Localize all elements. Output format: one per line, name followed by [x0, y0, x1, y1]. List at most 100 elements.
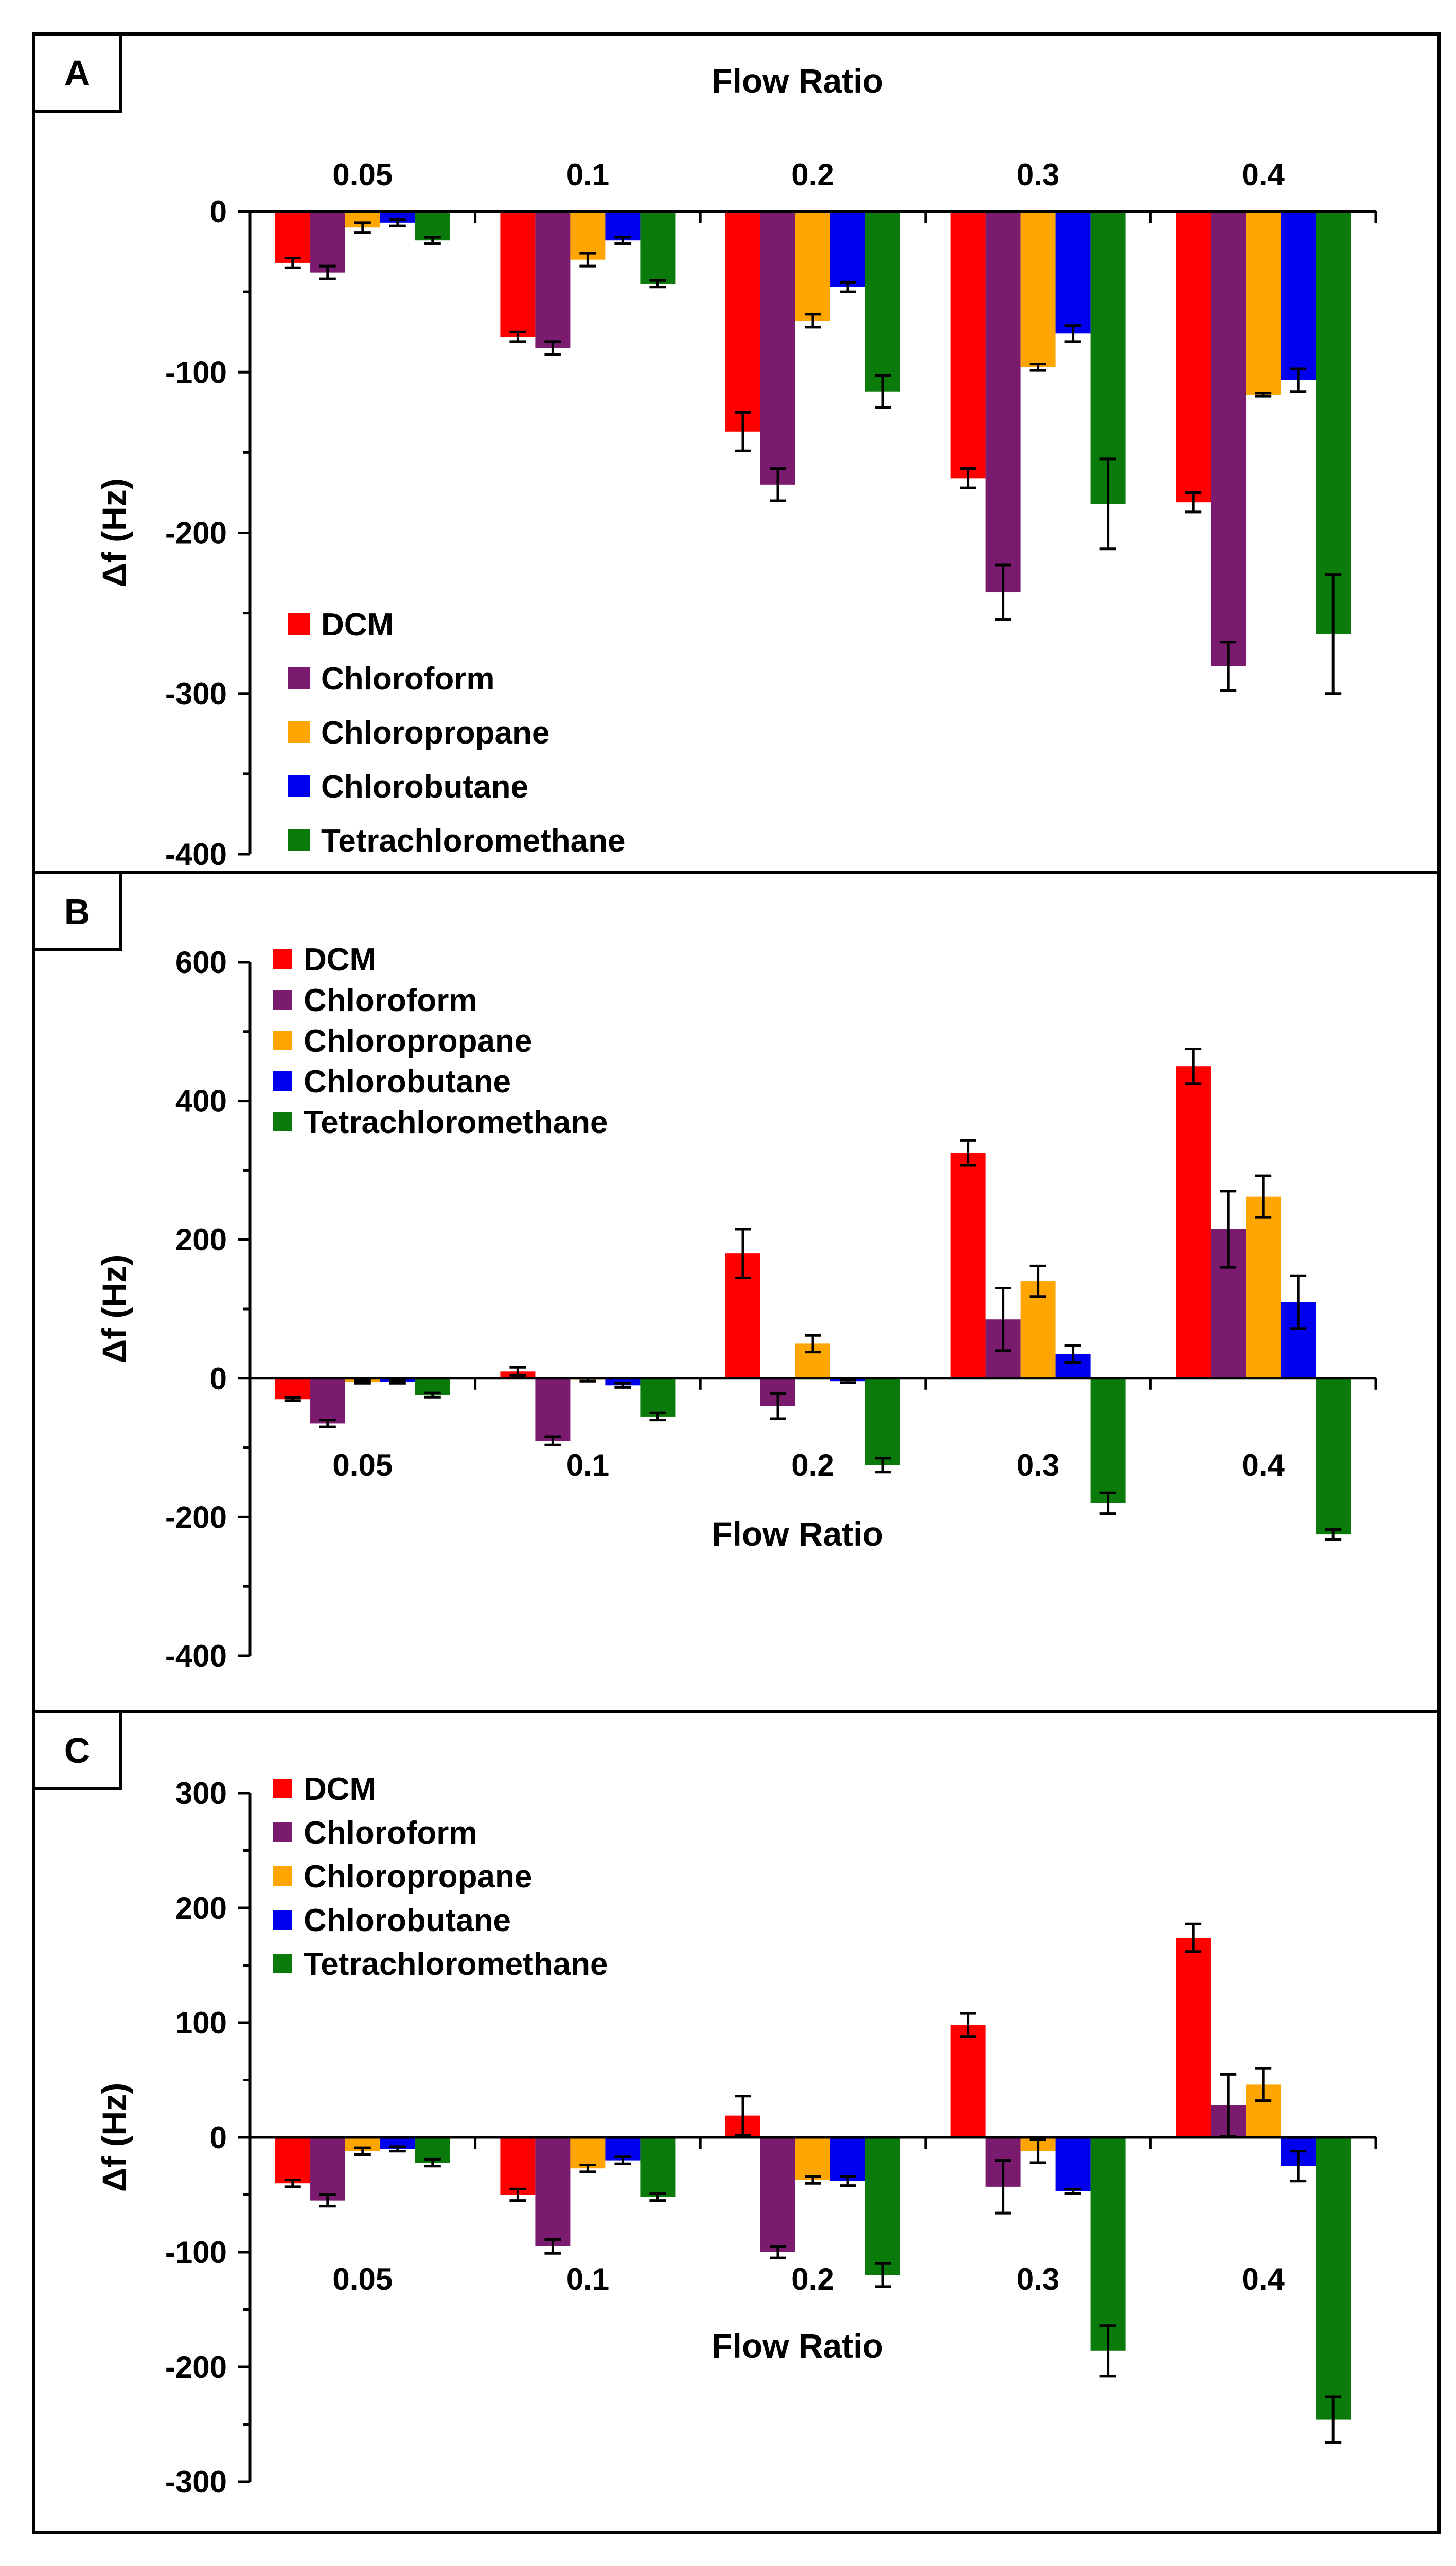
bar: [605, 211, 641, 241]
bar: [1176, 1937, 1211, 2137]
panel-label: A: [64, 53, 91, 93]
x-tick-label: 0.05: [332, 157, 393, 192]
bar: [640, 1378, 676, 1417]
x-tick-label: 0.4: [1241, 1448, 1285, 1482]
legend: DCM Chloroform Chloropropane Chlorobutane Te…: [288, 607, 625, 859]
y-tick-label: 100: [175, 2006, 227, 2040]
bar: [275, 1378, 310, 1400]
y-tick-label: -200: [165, 516, 227, 551]
x-axis-title: Flow Ratio: [712, 62, 883, 100]
legend-swatch: [288, 775, 310, 797]
bar: [1055, 2137, 1091, 2191]
bar: [830, 2137, 865, 2181]
bar: [1055, 211, 1091, 334]
y-tick-label: 0: [210, 2120, 227, 2155]
legend-label: Chlorobutane: [321, 769, 528, 805]
y-tick-label: -300: [165, 677, 227, 711]
bar: [1090, 1378, 1126, 1503]
x-tick-label: 0.3: [1017, 2262, 1059, 2296]
bar: [865, 211, 900, 392]
x-axis-title: Flow Ratio: [712, 1515, 883, 1553]
bar: [985, 211, 1021, 593]
bar: [1211, 211, 1246, 666]
x-tick-label: 0.2: [791, 2262, 834, 2296]
x-tick-label: 0.2: [791, 157, 834, 192]
bar: [760, 211, 795, 485]
legend-swatch: [288, 829, 310, 851]
x-tick-label: 0.05: [332, 1448, 393, 1482]
legend-label: DCM: [304, 1772, 376, 1807]
legend-swatch: [273, 1910, 292, 1930]
legend-label: Chloropropane: [304, 1859, 532, 1895]
legend-label: DCM: [321, 607, 394, 643]
bar: [570, 211, 606, 260]
y-tick-label: -400: [165, 837, 227, 872]
x-tick-label: 0.4: [1241, 157, 1285, 192]
legend-label: Chlorobutane: [304, 1064, 511, 1100]
legend-swatch: [288, 667, 310, 689]
bar: [275, 211, 310, 263]
legend-label: Tetrachloromethane: [321, 823, 625, 859]
bar: [500, 2137, 536, 2195]
legend: DCM Chloroform Chloropropane Chlorobutane Te…: [273, 942, 608, 1140]
bar: [725, 211, 760, 432]
panel-label-box: [32, 1710, 122, 1790]
x-tick-label: 0.05: [332, 2262, 393, 2296]
legend-swatch: [273, 1071, 292, 1091]
bar: [1316, 211, 1351, 634]
x-tick-label: 0.1: [566, 2262, 609, 2296]
chart-panel-c: C 300 200 100 0 -100 -200 -300 Δf (Hz) 0.05 0.1 0.2…: [32, 1710, 1439, 2499]
y-tick-label: 300: [175, 1776, 227, 1811]
bar: [570, 2137, 606, 2169]
bar: [760, 2137, 795, 2252]
bar: [950, 211, 986, 479]
bar: [535, 2137, 571, 2246]
y-tick-label: -100: [165, 2235, 227, 2270]
bar: [1316, 2137, 1351, 2420]
legend-swatch: [273, 1779, 292, 1798]
bar: [1316, 1378, 1351, 1535]
bar: [380, 2137, 415, 2149]
y-tick-label: -200: [165, 2350, 227, 2384]
x-tick-label: 0.2: [791, 1448, 834, 1482]
bar: [1176, 211, 1211, 503]
y-tick-label: -100: [165, 355, 227, 390]
x-axis-title: Flow Ratio: [712, 2327, 883, 2365]
chart-panel-b: B 600 400 200 0 -200 -400 Δf (Hz) 0.05 0.1 0.2 0.3 0…: [32, 871, 1439, 1673]
bar: [310, 2137, 345, 2201]
bar: [310, 1378, 345, 1424]
y-tick-label: -400: [165, 1639, 227, 1673]
bar: [1246, 211, 1281, 395]
bar: [535, 211, 571, 348]
bar: [830, 211, 865, 287]
y-axis-title: Δf (Hz): [95, 2083, 133, 2192]
y-tick-label: 400: [175, 1084, 227, 1119]
legend-swatch: [273, 949, 292, 969]
bar: [865, 2137, 900, 2275]
bar: [535, 1378, 571, 1441]
legend-swatch: [273, 1866, 292, 1886]
y-tick-label: 200: [175, 1223, 227, 1257]
bar: [1176, 1066, 1211, 1378]
legend-label: Chloropropane: [321, 715, 549, 751]
panel-label: B: [64, 892, 91, 932]
bar: [640, 211, 676, 284]
bar: [865, 1378, 900, 1465]
x-tick-label: 0.1: [566, 1448, 609, 1482]
x-tick-label: 0.4: [1241, 2262, 1285, 2296]
panel-label-box: [32, 32, 122, 113]
bar: [380, 211, 415, 223]
legend-label: Chloropropane: [304, 1023, 532, 1059]
bar: [795, 2137, 830, 2180]
y-tick-label: 0: [210, 1361, 227, 1396]
x-tick-label: 0.3: [1017, 157, 1059, 192]
x-tick-label: 0.1: [566, 157, 609, 192]
legend-swatch: [288, 721, 310, 743]
y-tick-label: -200: [165, 1500, 227, 1534]
y-tick-label: 0: [210, 194, 227, 229]
legend-swatch: [273, 1031, 292, 1050]
figure-frame: [32, 32, 1441, 2534]
bar: [310, 211, 345, 273]
